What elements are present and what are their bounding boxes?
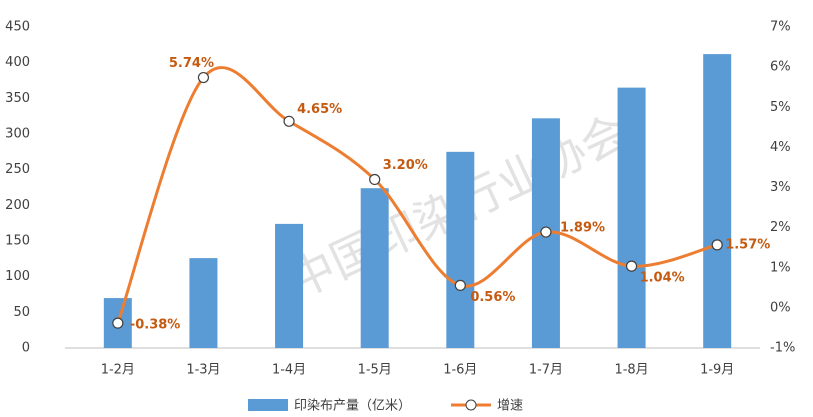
point	[454, 279, 466, 292]
y-tick-label: 0	[22, 341, 30, 356]
bar	[617, 87, 646, 348]
point	[711, 239, 723, 251]
bar	[703, 54, 732, 349]
legend-swatch	[248, 399, 288, 411]
point	[369, 173, 381, 186]
point	[540, 226, 552, 238]
value-label: -0.38%	[130, 318, 181, 333]
point	[112, 317, 124, 329]
bar	[275, 223, 304, 348]
y-tick-label: 50	[13, 305, 30, 320]
x-tick-label: 1-9月	[700, 363, 734, 378]
y-tick-label: 350	[5, 91, 30, 106]
bar	[189, 258, 218, 348]
y2-tick-label: 1%	[770, 260, 791, 275]
x-tick-label: 1-4月	[272, 363, 306, 378]
value-label: 3.20%	[383, 158, 428, 173]
x-tick-label: 1-5月	[358, 363, 392, 378]
value-label: 4.65%	[297, 102, 342, 117]
y-tick-label: 300	[5, 127, 30, 142]
line	[116, 66, 718, 324]
value-label: 0.56%	[470, 290, 515, 305]
y2-tick-label: 7%	[770, 20, 791, 35]
y2-tick-label: 2%	[770, 220, 791, 235]
point	[197, 71, 210, 84]
bar	[360, 188, 389, 348]
x-tick-label: 1-2月	[101, 363, 135, 378]
y-tick-label: 100	[5, 269, 30, 284]
y2-tick-label: 6%	[770, 60, 791, 75]
bar	[446, 151, 475, 348]
y-tick-label: 150	[5, 234, 30, 249]
x-tick-label: 1-8月	[614, 363, 648, 378]
value-label: 1.89%	[560, 221, 605, 236]
y2-tick-label: 4%	[770, 140, 791, 155]
y2-tick-label: 0%	[770, 300, 791, 315]
point	[283, 115, 295, 127]
y-tick-label: 450	[5, 20, 30, 35]
x-tick-label: 1-7月	[529, 363, 563, 378]
y2-tick-label: -1%	[770, 341, 795, 356]
y-tick-label: 250	[5, 162, 30, 177]
y2-tick-label: 5%	[770, 100, 791, 115]
y-tick-label: 400	[5, 55, 30, 70]
x-tick-label: 1-6月	[443, 363, 477, 378]
point	[625, 260, 638, 272]
y2-tick-label: 3%	[770, 180, 791, 195]
legend-swatch	[465, 399, 477, 411]
legend-label: 增速	[497, 399, 523, 414]
value-label: 5.74%	[169, 56, 214, 71]
value-label: 1.04%	[640, 271, 685, 286]
value-label: 1.57%	[725, 237, 770, 252]
y-tick-label: 200	[5, 198, 30, 213]
x-tick-label: 1-3月	[186, 363, 220, 378]
legend-label: 印染布产量（亿米）	[294, 399, 411, 414]
